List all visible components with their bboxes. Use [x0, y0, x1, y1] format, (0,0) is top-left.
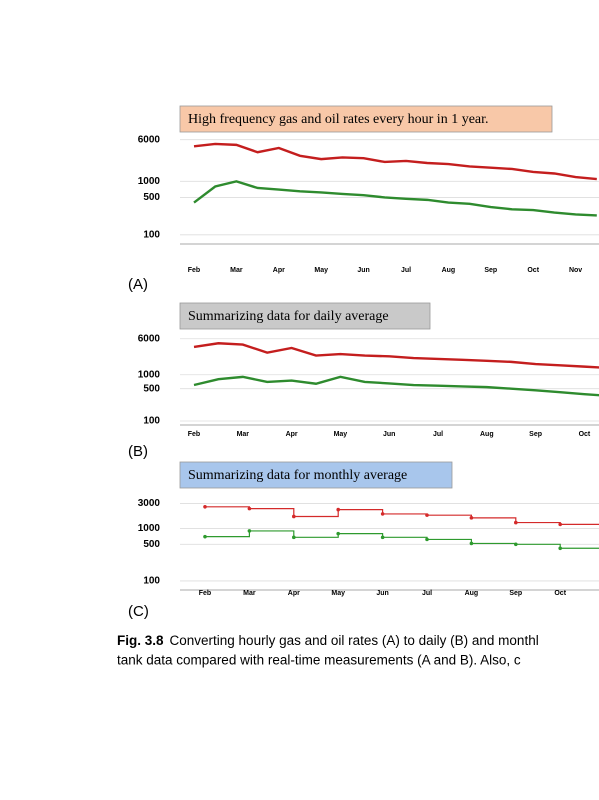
y-tick-label: 100: [143, 576, 160, 587]
point: [469, 541, 474, 546]
point: [336, 507, 341, 512]
x-tick-label: Nov: [569, 267, 582, 274]
point: [247, 529, 252, 533]
point: [469, 516, 474, 520]
y-tick-label: 1000: [138, 176, 161, 187]
panel-label: (A): [128, 276, 148, 293]
x-tick-label: Apr: [273, 267, 285, 274]
point: [425, 513, 429, 517]
point: [247, 506, 252, 511]
x-tick-label: May: [314, 267, 328, 274]
point: [380, 512, 385, 516]
point: [203, 534, 207, 539]
x-tick-label: Feb: [199, 590, 211, 597]
x-tick-label: Feb: [188, 267, 200, 274]
x-tick-label: Sep: [484, 267, 497, 274]
y-tick-label: 500: [143, 383, 160, 394]
series-line: [193, 375, 599, 397]
point: [292, 514, 296, 519]
point: [558, 546, 562, 551]
y-tick-label: 1000: [138, 523, 161, 534]
x-tick-label: Jun: [376, 590, 388, 597]
caption: Fig. 3.8 Converting hourly gas and oil ra…: [117, 633, 539, 648]
y-tick-label: 100: [143, 416, 160, 427]
point: [558, 522, 562, 527]
y-tick-label: 100: [143, 229, 160, 240]
panel-label: (C): [128, 603, 149, 620]
x-tick-label: Oct: [579, 431, 591, 438]
point: [203, 505, 207, 509]
series-line: [193, 342, 599, 369]
x-tick-label: Jul: [401, 267, 411, 274]
x-tick-label: May: [334, 431, 348, 438]
title-box: [179, 461, 453, 489]
series-line: [205, 530, 599, 549]
x-tick-label: Jun: [357, 267, 369, 274]
series-line: [193, 180, 597, 217]
title-box: [179, 105, 553, 133]
x-tick-label: Aug: [465, 590, 479, 597]
y-tick-label: 6000: [138, 134, 161, 145]
x-tick-label: Aug: [480, 431, 494, 438]
x-tick-label: Sep: [529, 431, 542, 438]
x-tick-label: Mar: [243, 590, 256, 597]
point: [514, 520, 518, 525]
y-tick-label: 6000: [138, 333, 161, 344]
point: [425, 537, 429, 542]
x-tick-label: Mar: [237, 431, 250, 438]
x-tick-label: Apr: [286, 431, 298, 438]
x-tick-label: Sep: [509, 590, 522, 597]
chart-title: Summarizing data for daily average: [188, 309, 389, 324]
x-tick-label: Mar: [230, 267, 243, 274]
x-tick-label: Jun: [383, 431, 395, 438]
y-tick-label: 500: [143, 539, 160, 550]
x-tick-label: Oct: [527, 267, 539, 274]
caption-line: tank data compared with real-time measur…: [117, 653, 521, 668]
chart-title: Summarizing data for monthly average: [188, 468, 407, 483]
series-line: [193, 142, 597, 181]
point: [514, 542, 518, 547]
x-tick-label: Apr: [288, 590, 300, 597]
panel-label: (B): [128, 443, 148, 460]
x-tick-label: Jul: [422, 590, 432, 597]
x-tick-label: Oct: [554, 590, 566, 597]
caption-line: Converting hourly gas and oil rates (A) …: [170, 633, 539, 648]
x-tick-label: Feb: [188, 431, 200, 438]
point: [336, 531, 341, 536]
series-line: [205, 506, 599, 525]
y-tick-label: 1000: [138, 369, 161, 380]
point: [380, 535, 385, 540]
x-tick-label: Jul: [433, 431, 443, 438]
y-tick-label: 500: [143, 192, 160, 203]
point: [292, 535, 296, 540]
chart-title: High frequency gas and oil rates every h…: [188, 112, 489, 127]
y-tick-label: 3000: [138, 498, 161, 509]
caption-label: Fig. 3.8: [117, 633, 164, 648]
x-tick-label: Aug: [442, 267, 456, 274]
title-box: [179, 302, 431, 330]
x-tick-label: May: [331, 590, 345, 597]
